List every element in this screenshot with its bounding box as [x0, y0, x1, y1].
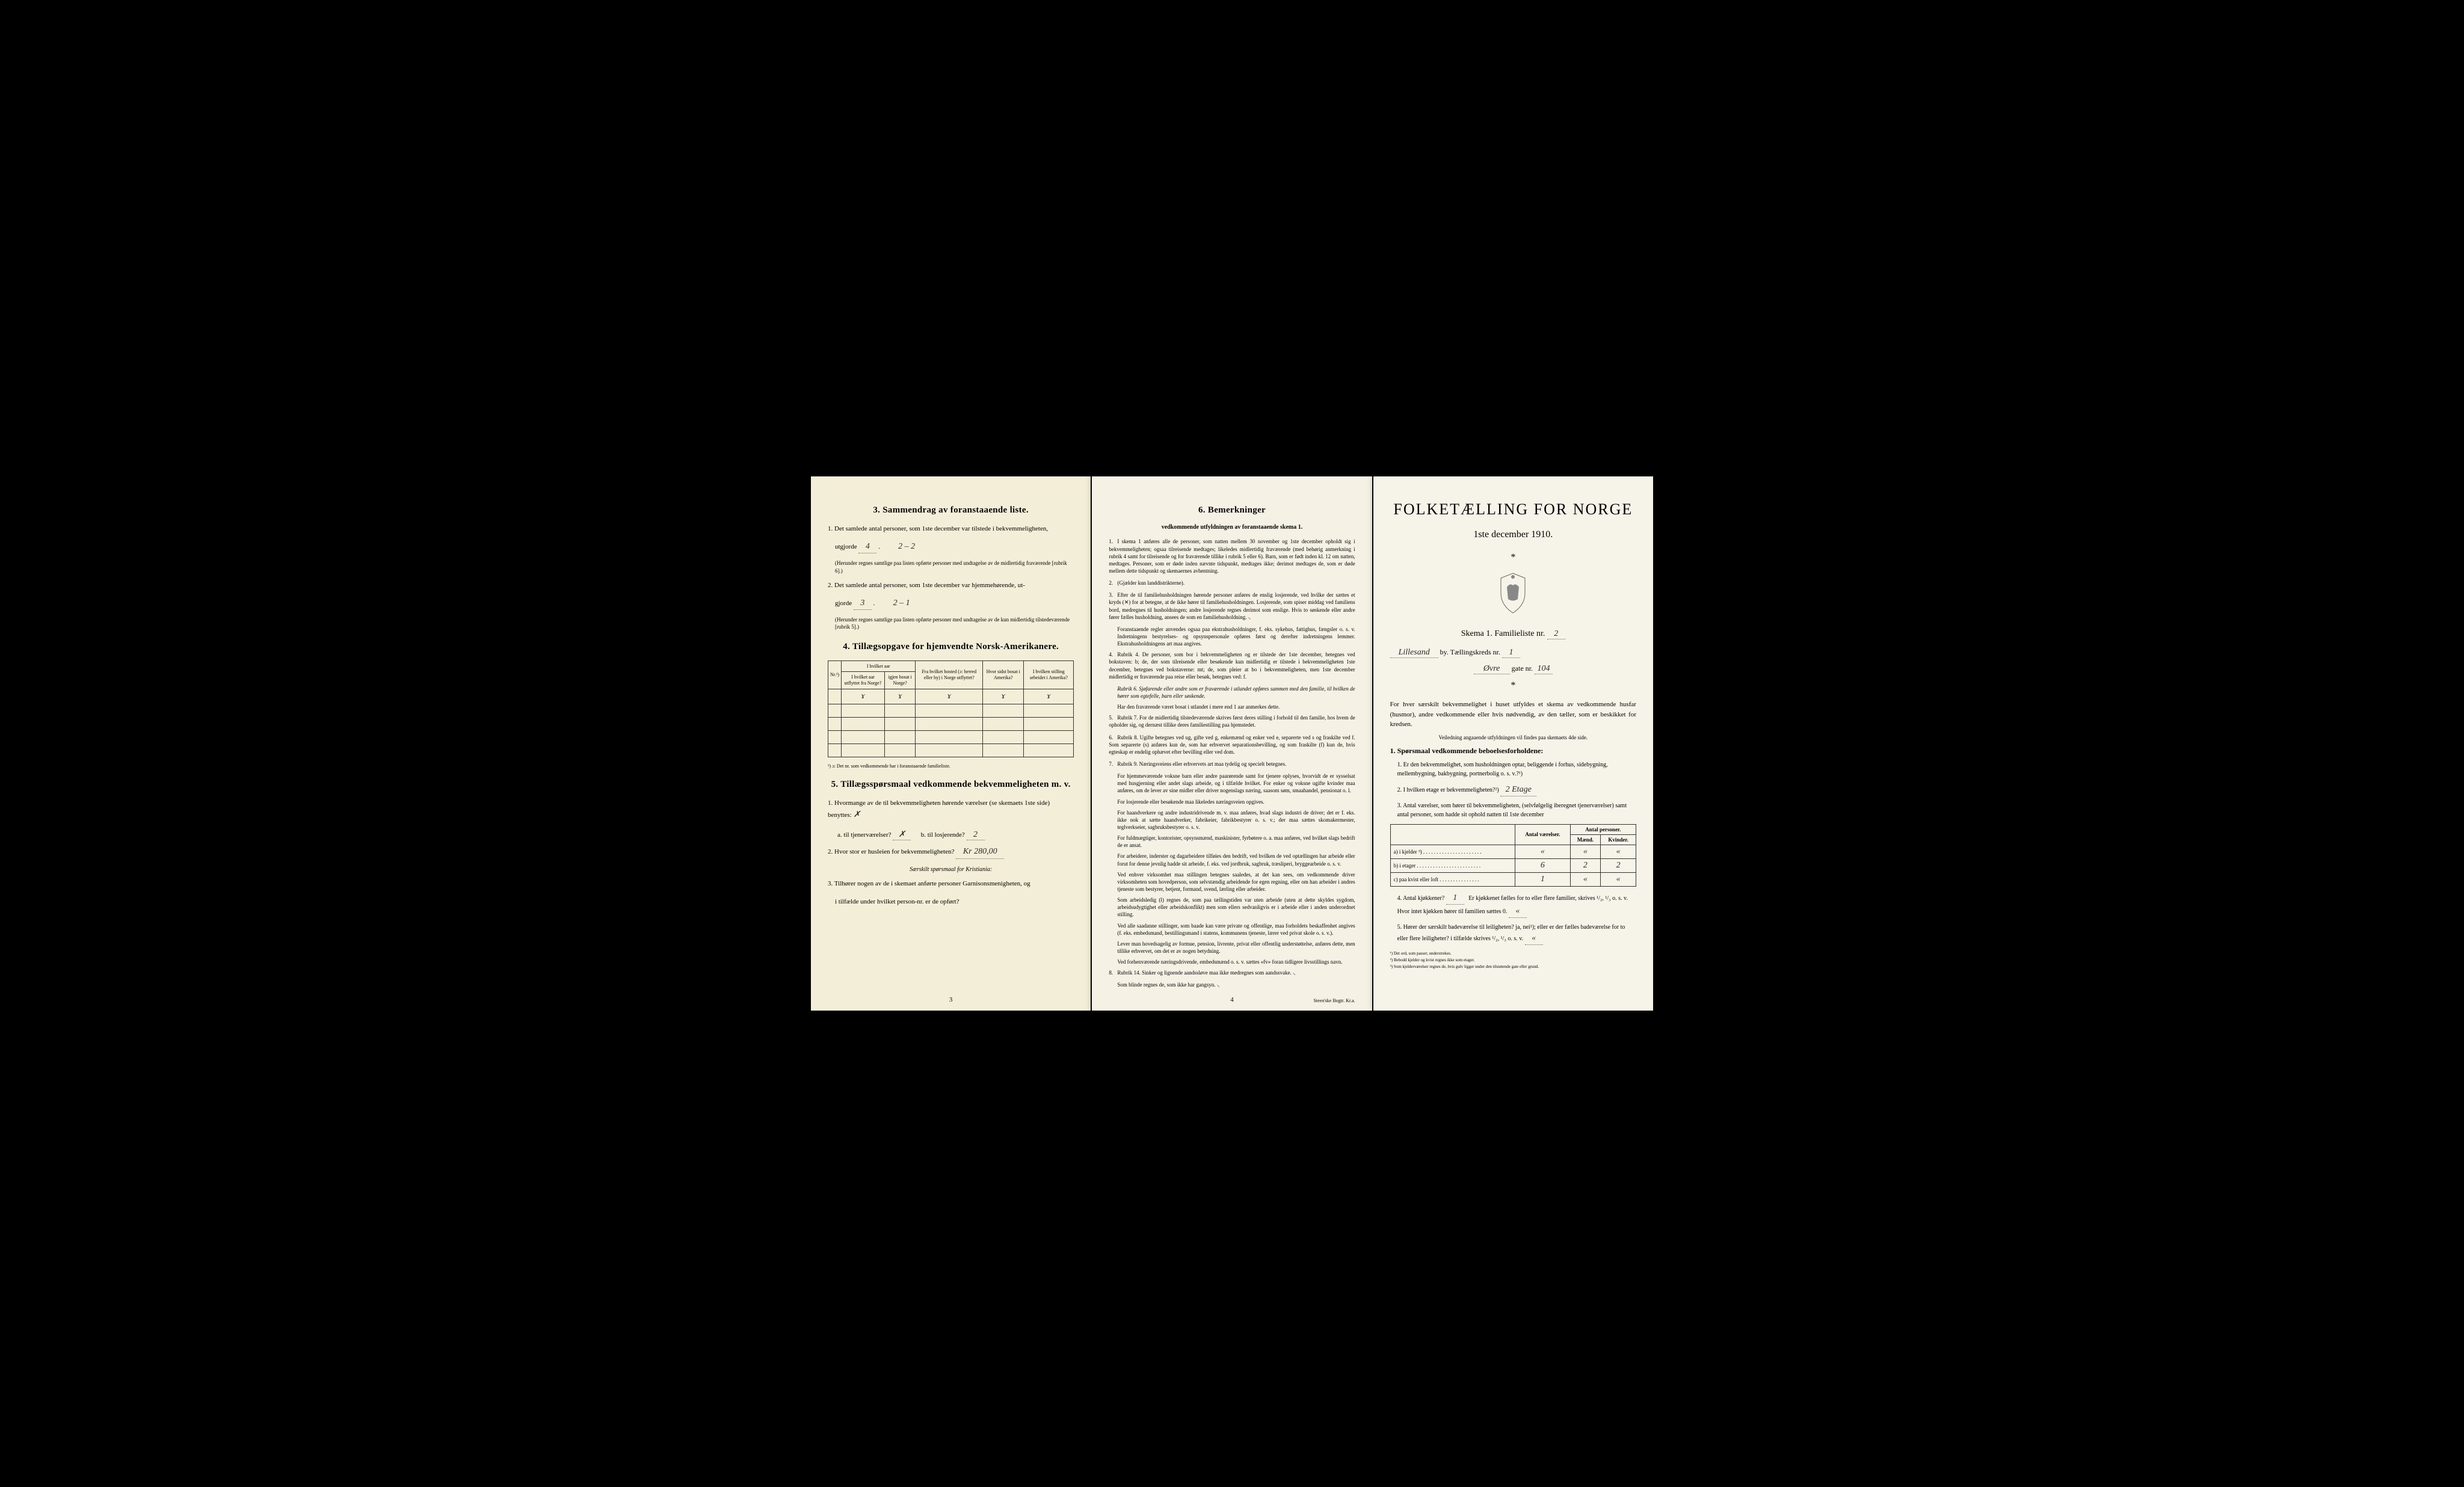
table-row: [828, 744, 1074, 757]
section-3-item-1-value: utgjorde 4 . 2 – 2: [835, 540, 1074, 553]
remark-7d: For fuldmægtiger, kontorister, opsynsmæn…: [1117, 834, 1355, 849]
remark-8: 8.Rubrik 14. Sinker og lignende aandsslø…: [1109, 969, 1355, 976]
remark-1: 1.I skema 1 anføres alle de personer, so…: [1109, 538, 1355, 574]
remark-7: 7.Rubrik 9. Næringsveiens eller erhverve…: [1109, 760, 1355, 768]
remark-7h: Ved alle saadanne stillinger, som baade …: [1117, 922, 1355, 937]
remark-8b: Som blinde regnes de, som ikke har gangs…: [1117, 981, 1355, 988]
section-5-q1-sub: a. til tjenerværelser? ✗ b. til losjeren…: [837, 830, 1074, 840]
remark-4: 4.Rubrik 4. De personer, som bor i bekve…: [1109, 651, 1355, 680]
ornament-icon: *: [1390, 680, 1636, 691]
section-5-title: 5. Tillægsspørsmaal vedkommende bekvemme…: [828, 780, 1074, 790]
census-document: 3. Sammendrag av foranstaaende liste. 1.…: [811, 476, 1653, 1010]
printer-mark: Steen'ske Bogtr. Kr.a.: [1313, 998, 1355, 1003]
table-row: b) i etager . . . . . . . . . . . . . . …: [1390, 858, 1636, 872]
remark-6: 6.Rubrik 8. Ugifte betegnes ved ug, gift…: [1109, 734, 1355, 756]
ornament-icon: *: [1390, 552, 1636, 563]
remark-3a: Foranstaaende regler anvendes ogsaa paa …: [1117, 626, 1355, 647]
remark-4b: Har den fraværende været bosat i utlande…: [1117, 703, 1355, 710]
page-number: 4: [1230, 996, 1234, 1003]
question-header: 1. Spørsmaal vedkommende beboelsesforhol…: [1390, 747, 1636, 756]
section-3-title: 3. Sammendrag av foranstaaende liste.: [828, 505, 1074, 516]
remark-7e: For arbeidere, inderster og dagarbeidere…: [1117, 852, 1355, 867]
page-number: 3: [949, 996, 953, 1003]
question-2: 2. I hvilken etage er bekvemmeligheten?²…: [1397, 783, 1636, 796]
page-3: 3. Sammendrag av foranstaaende liste. 1.…: [811, 476, 1091, 1010]
table-header-year: I hvilket aar: [842, 660, 916, 672]
remark-7f: Ved enhver virksomhet maa stillingen bet…: [1117, 871, 1355, 893]
instruction-note: Veiledning angaaende utfyldningen vil fi…: [1390, 734, 1636, 740]
page-title: FOLKETÆLLING FOR NORGE 1ste december 191…: [1373, 476, 1653, 1010]
question-4: 4. Antal kjøkkener? 1 Er kjøkkenet fælle…: [1397, 891, 1636, 918]
remark-5: 5.Rubrik 7. For de midlertidig tilstedev…: [1109, 714, 1355, 728]
section-4-title: 4. Tillægsopgave for hjemvendte Norsk-Am…: [828, 642, 1074, 652]
remark-7g: Som arbeidsledig (l) regnes de, som paa …: [1117, 896, 1355, 918]
section-5-q3: 3. Tilhører nogen av de i skemaet anført…: [828, 879, 1074, 890]
room-table: Antal værelser. Antal personer. Mænd. Kv…: [1390, 824, 1636, 887]
table-row: ɤ ɤ ɤ ɤ ɤ: [828, 689, 1074, 704]
remark-4a: Rubrik 6. Sjøfarende eller andre som er …: [1117, 685, 1355, 700]
city-line: Lillesand by. Tællingskreds nr. 1: [1390, 648, 1636, 658]
section-3-item-2-value: gjorde 3 . 2 – 1: [835, 597, 1074, 610]
section-3-item-2: 2. Det samlede antal personer, som 1ste …: [828, 580, 1074, 591]
section-6-subtitle: vedkommende utfyldningen av foranstaaend…: [1109, 524, 1355, 531]
question-3: 3. Antal værelser, som hører til bekvemm…: [1397, 801, 1636, 819]
table-row: [828, 730, 1074, 744]
remark-7j: Ved forhenværende næringsdrivende, embed…: [1117, 958, 1355, 965]
coat-of-arms-icon: [1390, 572, 1636, 617]
section-5-q2: 2. Hvor stor er husleien for bekvemmelig…: [828, 845, 1074, 859]
red-annotation-icon: ⸜: [1293, 970, 1296, 976]
census-date: 1ste december 1910.: [1390, 529, 1636, 540]
section-5-q3b: i tilfælde under hvilket person-nr. er d…: [835, 897, 1074, 908]
remark-7a: For hjemmeværende voksne barn eller andr…: [1117, 772, 1355, 794]
section-4-table: Nr.¹) I hvilket aar Fra hvilket bosted (…: [828, 660, 1074, 757]
red-annotation-icon: ⸜: [1248, 614, 1251, 620]
red-annotation-icon: ⸜: [1217, 982, 1220, 988]
kristiania-note: Særskilt spørsmaal for Kristiania:: [828, 866, 1074, 873]
table-row: c) paa kvist eller loft . . . . . . . . …: [1390, 872, 1636, 886]
gate-line: Øvre gate nr. 104: [1390, 664, 1636, 674]
page-4: 6. Bemerkninger vedkommende utfyldningen…: [1092, 476, 1372, 1010]
table-row: [828, 704, 1074, 717]
remark-3: 3.Efter de til familiehusholdningen høre…: [1109, 591, 1355, 621]
remark-7i: Lever man hovedsagelig av formue, pensio…: [1117, 940, 1355, 955]
footnotes: ¹) Det ord, som passer, understrekes. ²)…: [1390, 951, 1636, 970]
remark-7c: For haandverkere og andre industridriven…: [1117, 809, 1355, 831]
section-6-title: 6. Bemerkninger: [1109, 505, 1355, 516]
section-4-footnote: ¹) ɔ: Det nr. som vedkommende har i fora…: [828, 763, 1074, 769]
question-5: 5. Hører der særskilt badeværelse til le…: [1397, 923, 1636, 945]
section-3-note-2: (Herunder regnes samtlige paa listen opf…: [835, 616, 1074, 631]
question-1: 1. Er den bekvemmelighet, som husholdnin…: [1397, 760, 1636, 778]
remark-2: 2.(Gjælder kun landdistrikterne).: [1109, 579, 1355, 586]
table-row: [828, 717, 1074, 730]
section-3-note-1: (Herunder regnes samtlige paa listen opf…: [835, 559, 1074, 574]
section-5-q1: 1. Hvormange av de til bekvemmeligheten …: [828, 798, 1074, 822]
section-3-item-1: 1. Det samlede antal personer, som 1ste …: [828, 524, 1074, 534]
table-row: a) i kjelder ³) . . . . . . . . . . . . …: [1390, 845, 1636, 858]
remark-7b: For losjerende eller besøkende maa likel…: [1117, 798, 1355, 805]
main-title: FOLKETÆLLING FOR NORGE: [1390, 500, 1636, 519]
skema-line: Skema 1. Familieliste nr. 2: [1390, 629, 1636, 639]
instructions-body: For hver særskilt bekvemmelighet i huset…: [1390, 700, 1636, 730]
